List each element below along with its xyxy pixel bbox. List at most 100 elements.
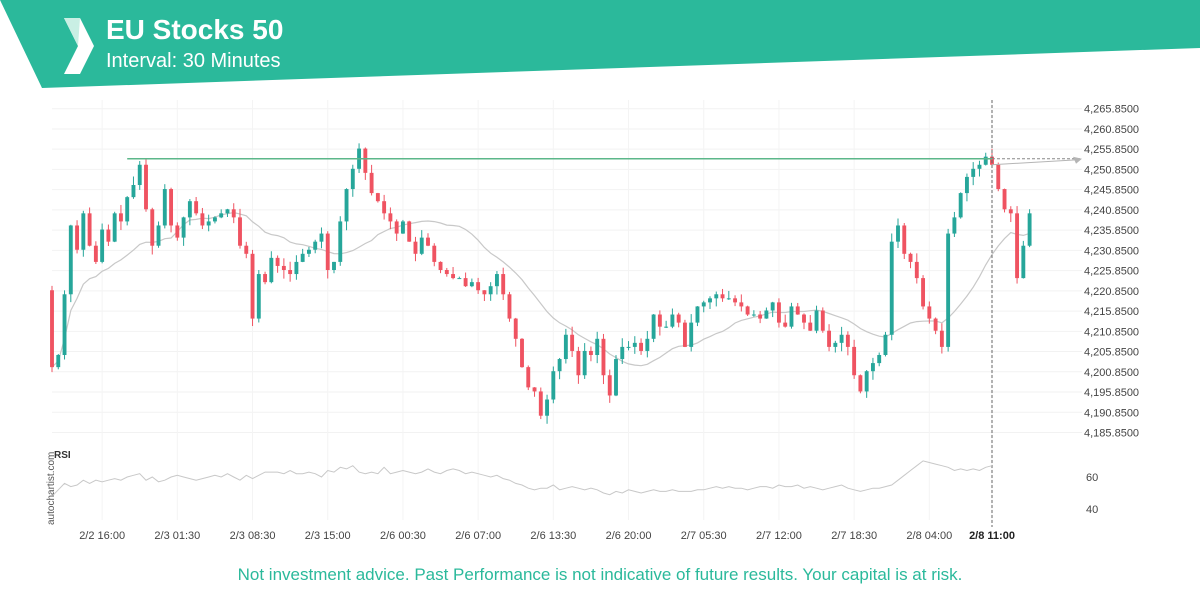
candle xyxy=(144,158,148,212)
candle xyxy=(914,253,919,284)
candle xyxy=(639,338,644,355)
candle xyxy=(758,310,763,324)
candle-body xyxy=(776,302,781,323)
candle xyxy=(538,387,543,420)
candle xyxy=(576,346,581,384)
candle xyxy=(181,216,186,246)
candle-body xyxy=(526,367,531,388)
candle xyxy=(632,336,637,354)
candle xyxy=(908,252,913,269)
candle-body xyxy=(332,261,336,270)
candle xyxy=(952,211,957,237)
candle xyxy=(933,317,938,335)
candle xyxy=(695,306,700,327)
candle xyxy=(62,290,67,360)
candle xyxy=(889,233,894,341)
rsi-label: RSI xyxy=(54,450,71,461)
time-axis: 2/2 16:00 2/3 01:30 2/3 08:30 2/3 15:00 2/6 … xyxy=(79,530,1015,542)
candle-body xyxy=(814,310,819,331)
candle-body xyxy=(557,359,562,372)
candle-body xyxy=(300,253,305,262)
candle xyxy=(231,203,236,224)
candle-body xyxy=(457,278,462,280)
candle-body xyxy=(62,294,67,355)
time-tick-label: 2/7 18:30 xyxy=(831,530,877,542)
price-tick-label: 4,235.8500 xyxy=(1084,225,1139,237)
candle xyxy=(325,231,330,279)
candle-body xyxy=(494,274,499,287)
candle-body xyxy=(1027,213,1032,246)
price-tick-label: 4,265.8500 xyxy=(1084,104,1139,116)
candle xyxy=(833,340,838,353)
candle xyxy=(68,224,73,303)
candle-body xyxy=(833,342,838,347)
candle-body xyxy=(319,233,324,242)
candle-body xyxy=(601,338,606,376)
candle-body xyxy=(112,213,117,242)
candle xyxy=(820,307,825,333)
candle xyxy=(557,357,562,380)
candle xyxy=(739,294,744,312)
price-tick-label: 4,255.8500 xyxy=(1084,144,1139,156)
chart-overlay xyxy=(127,100,1082,527)
candle-body xyxy=(964,176,969,194)
candle xyxy=(56,353,61,370)
time-tick-label: 2/7 05:30 xyxy=(681,530,727,542)
candle-body xyxy=(181,217,186,238)
candle-body xyxy=(294,261,299,275)
time-tick-label: 2/6 07:00 xyxy=(455,530,501,542)
candle-body xyxy=(501,274,506,295)
candle xyxy=(388,207,393,230)
candle xyxy=(400,219,405,234)
candle xyxy=(156,221,161,248)
candle-body xyxy=(231,209,236,218)
candle xyxy=(438,261,443,274)
candle xyxy=(281,258,286,279)
candle xyxy=(971,162,976,186)
candle xyxy=(469,278,474,288)
candle-body xyxy=(645,338,650,351)
candle xyxy=(250,249,255,327)
candle-body xyxy=(958,193,963,218)
candle xyxy=(350,164,355,197)
candle xyxy=(563,328,568,364)
candle-body xyxy=(438,261,443,270)
time-tick-label: 2/3 15:00 xyxy=(305,530,351,542)
candle xyxy=(764,307,769,319)
price-tick-label: 4,210.8500 xyxy=(1084,326,1139,338)
rsi-tick-label: 40 xyxy=(1086,504,1098,516)
candle-body xyxy=(256,274,261,319)
candle xyxy=(175,222,180,241)
candle-body xyxy=(419,237,424,254)
candle xyxy=(494,271,499,295)
candle xyxy=(457,276,462,280)
candle xyxy=(896,218,900,248)
rsi-tick-label: 60 xyxy=(1086,472,1098,484)
candle xyxy=(488,282,493,301)
candle-body xyxy=(845,334,850,347)
candle xyxy=(1015,206,1020,284)
candle xyxy=(946,228,951,352)
candle xyxy=(319,227,324,249)
candle xyxy=(595,331,600,364)
candle-body xyxy=(1015,213,1020,279)
candle-body xyxy=(131,185,136,198)
candle-body xyxy=(733,298,738,303)
candle-body xyxy=(551,371,556,400)
candle-body xyxy=(946,233,951,347)
projection-arrow-line xyxy=(991,159,1079,166)
candle xyxy=(720,288,725,302)
candle-body xyxy=(250,253,255,319)
candle xyxy=(651,314,656,343)
candle xyxy=(708,296,712,309)
candle xyxy=(407,220,412,242)
candle-body xyxy=(275,257,280,266)
candle-body xyxy=(106,229,111,242)
price-tick-label: 4,230.8500 xyxy=(1084,245,1139,257)
candle-body xyxy=(996,164,1001,190)
candle-body xyxy=(162,189,167,226)
candle-body xyxy=(394,221,399,234)
autochartist-logo-icon xyxy=(64,18,94,74)
candle xyxy=(162,184,167,229)
